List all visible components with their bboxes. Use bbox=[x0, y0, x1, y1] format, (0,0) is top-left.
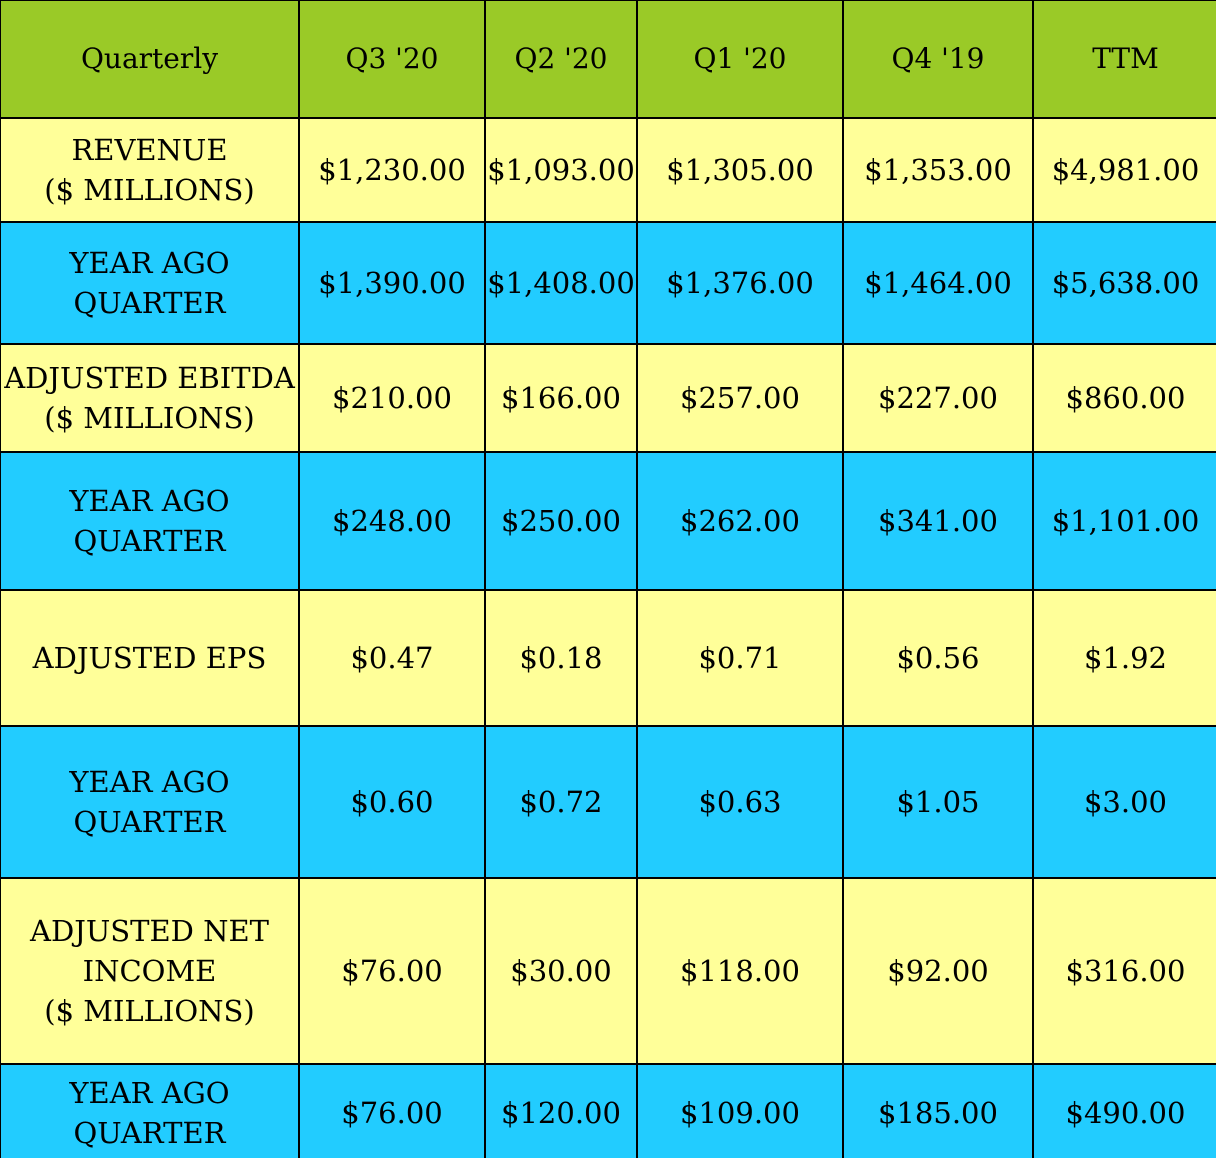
value-cell: $860.00 bbox=[1032, 343, 1216, 453]
value-cell: $316.00 bbox=[1032, 877, 1216, 1065]
value-cell: $1,093.00 bbox=[484, 117, 638, 223]
value-cell: $0.18 bbox=[484, 589, 638, 727]
value-cell: $227.00 bbox=[842, 343, 1034, 453]
row-label: ADJUSTED NET INCOME ($ MILLIONS) bbox=[0, 877, 300, 1065]
row-label-line: YEAR AGO QUARTER bbox=[69, 246, 230, 320]
value-cell: $0.60 bbox=[298, 725, 486, 879]
table-row: ADJUSTED EBITDA ($ MILLIONS) $210.00 $166.0… bbox=[0, 343, 1216, 453]
value-cell: $1,305.00 bbox=[636, 117, 844, 223]
value-cell: $5,638.00 bbox=[1032, 221, 1216, 345]
row-label: ADJUSTED EBITDA ($ MILLIONS) bbox=[0, 343, 300, 453]
value-cell: $1.92 bbox=[1032, 589, 1216, 727]
value-cell: $0.63 bbox=[636, 725, 844, 879]
row-label-line: ADJUSTED EBITDA bbox=[4, 361, 295, 395]
table-row: REVENUE ($ MILLIONS) $1,230.00 $1,093.00 $1,… bbox=[0, 117, 1216, 223]
table-row: YEAR AGO QUARTER $76.00 $120.00 $109.00 $185… bbox=[0, 1063, 1216, 1158]
table-row: YEAR AGO QUARTER $0.60 $0.72 $0.63 $1.05 $3.0… bbox=[0, 725, 1216, 879]
value-cell: $0.71 bbox=[636, 589, 844, 727]
row-label-line: ($ MILLIONS) bbox=[44, 401, 255, 435]
row-label-line: REVENUE bbox=[71, 133, 228, 167]
header-row: Quarterly Q3 '20 Q2 '20 Q1 '20 Q4 '19 TTM bbox=[0, 0, 1216, 119]
value-cell: $257.00 bbox=[636, 343, 844, 453]
value-cell: $248.00 bbox=[298, 451, 486, 591]
value-cell: $4,981.00 bbox=[1032, 117, 1216, 223]
value-cell: $118.00 bbox=[636, 877, 844, 1065]
row-label-line: YEAR AGO QUARTER bbox=[69, 484, 230, 558]
header-column: TTM bbox=[1032, 0, 1216, 119]
row-label-line: ($ MILLIONS) bbox=[44, 994, 255, 1028]
value-cell: $76.00 bbox=[298, 1063, 486, 1158]
value-cell: $1,464.00 bbox=[842, 221, 1034, 345]
table-row: YEAR AGO QUARTER $1,390.00 $1,408.00 $1,376… bbox=[0, 221, 1216, 345]
header-column: Q3 '20 bbox=[298, 0, 486, 119]
value-cell: $109.00 bbox=[636, 1063, 844, 1158]
table-row: ADJUSTED EPS $0.47 $0.18 $0.71 $0.56 $1.92 bbox=[0, 589, 1216, 727]
row-label-line: YEAR AGO QUARTER bbox=[69, 1076, 230, 1150]
value-cell: $76.00 bbox=[298, 877, 486, 1065]
row-label: YEAR AGO QUARTER bbox=[0, 725, 300, 879]
value-cell: $1,408.00 bbox=[484, 221, 638, 345]
value-cell: $210.00 bbox=[298, 343, 486, 453]
row-label-line: YEAR AGO QUARTER bbox=[69, 765, 230, 839]
row-label: YEAR AGO QUARTER bbox=[0, 221, 300, 345]
value-cell: $1,376.00 bbox=[636, 221, 844, 345]
value-cell: $341.00 bbox=[842, 451, 1034, 591]
value-cell: $1.05 bbox=[842, 725, 1034, 879]
table-body: REVENUE ($ MILLIONS) $1,230.00 $1,093.00 $1,… bbox=[0, 117, 1216, 1158]
value-cell: $1,230.00 bbox=[298, 117, 486, 223]
value-cell: $0.72 bbox=[484, 725, 638, 879]
table-row: ADJUSTED NET INCOME ($ MILLIONS) $76.00 $30.… bbox=[0, 877, 1216, 1065]
value-cell: $1,390.00 bbox=[298, 221, 486, 345]
row-label: ADJUSTED EPS bbox=[0, 589, 300, 727]
row-label-line: ADJUSTED NET bbox=[30, 914, 269, 948]
row-label-line: ($ MILLIONS) bbox=[44, 173, 255, 207]
row-label-line: INCOME bbox=[82, 954, 217, 988]
row-label: REVENUE ($ MILLIONS) bbox=[0, 117, 300, 223]
value-cell: $262.00 bbox=[636, 451, 844, 591]
row-label: YEAR AGO QUARTER bbox=[0, 451, 300, 591]
table-row: YEAR AGO QUARTER $248.00 $250.00 $262.00 $34… bbox=[0, 451, 1216, 591]
value-cell: $3.00 bbox=[1032, 725, 1216, 879]
header-column: Q4 '19 bbox=[842, 0, 1034, 119]
row-label: YEAR AGO QUARTER bbox=[0, 1063, 300, 1158]
value-cell: $1,101.00 bbox=[1032, 451, 1216, 591]
row-label-line: ADJUSTED EPS bbox=[32, 641, 267, 675]
value-cell: $0.56 bbox=[842, 589, 1034, 727]
value-cell: $30.00 bbox=[484, 877, 638, 1065]
header-quarterly: Quarterly bbox=[0, 0, 300, 119]
value-cell: $1,353.00 bbox=[842, 117, 1034, 223]
header-column: Q1 '20 bbox=[636, 0, 844, 119]
value-cell: $120.00 bbox=[484, 1063, 638, 1158]
value-cell: $490.00 bbox=[1032, 1063, 1216, 1158]
header-column: Q2 '20 bbox=[484, 0, 638, 119]
value-cell: $0.47 bbox=[298, 589, 486, 727]
value-cell: $166.00 bbox=[484, 343, 638, 453]
value-cell: $92.00 bbox=[842, 877, 1034, 1065]
value-cell: $250.00 bbox=[484, 451, 638, 591]
value-cell: $185.00 bbox=[842, 1063, 1034, 1158]
